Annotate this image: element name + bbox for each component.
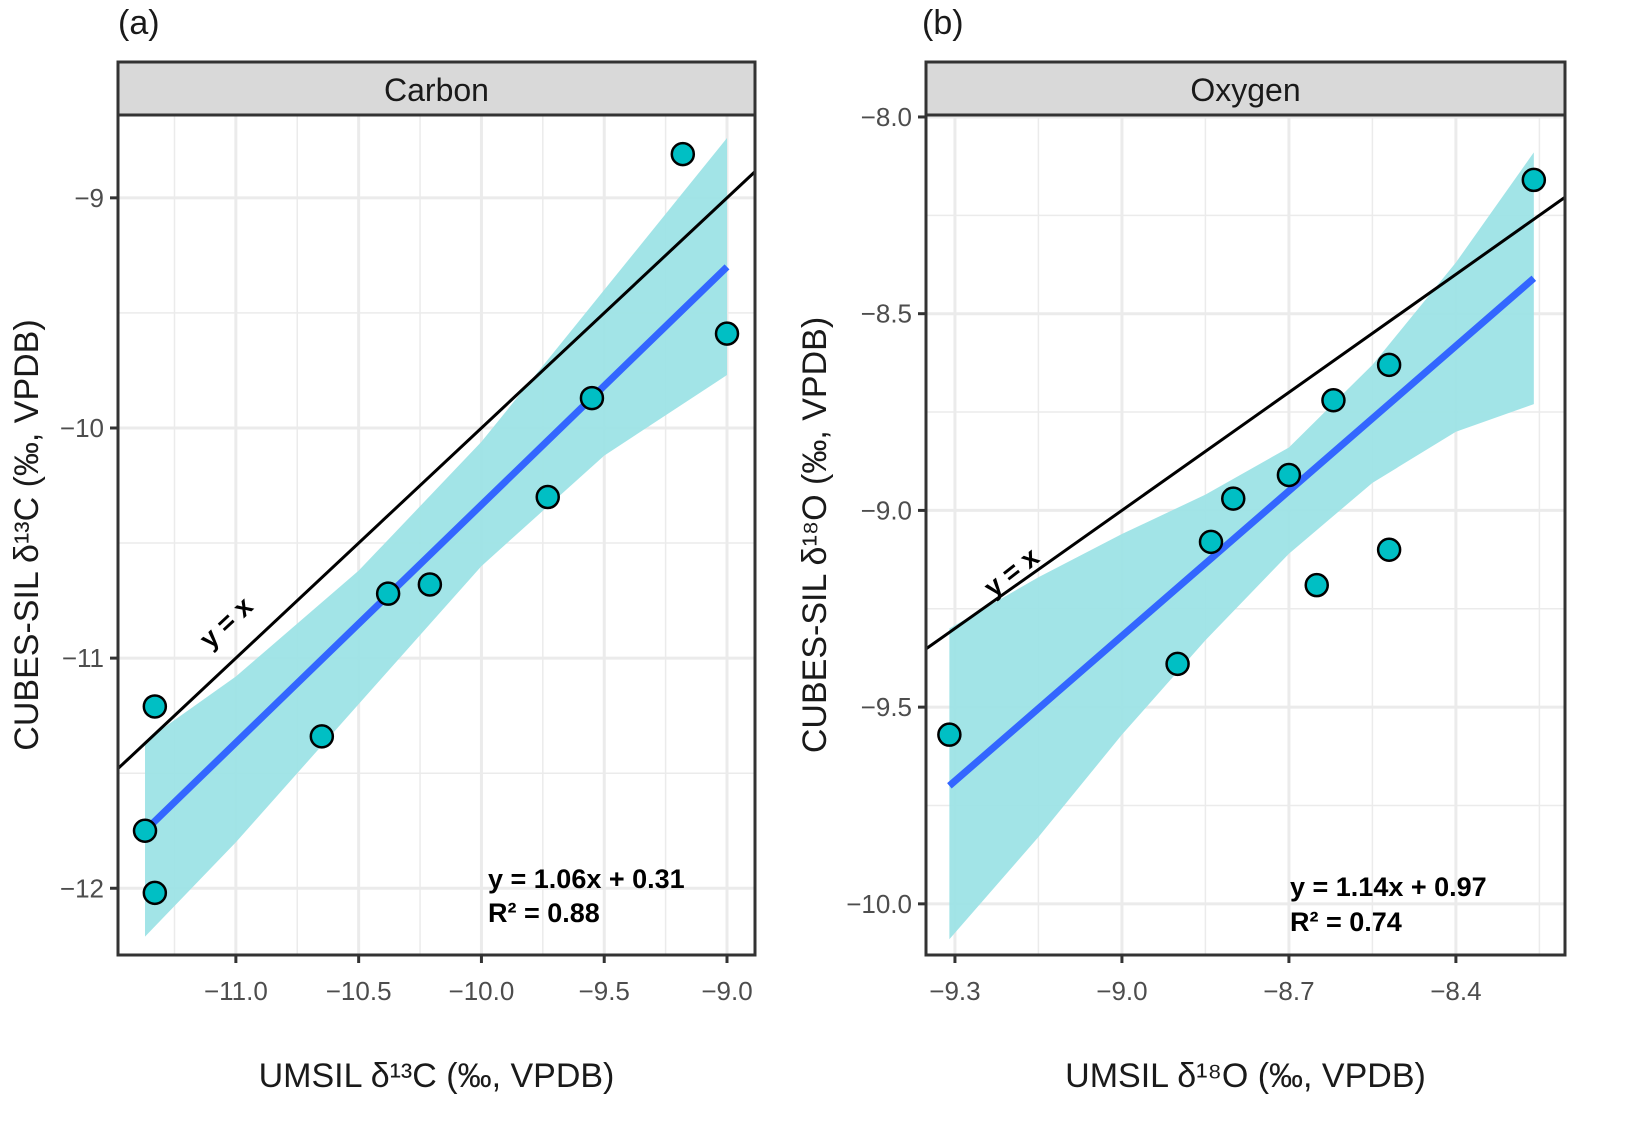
data-point [1198, 529, 1224, 555]
confidence-band-area [949, 152, 1534, 940]
data-points [937, 167, 1547, 747]
confidence-band-area [145, 138, 728, 937]
identity-line [116, 170, 757, 770]
y-tick-label: −8.0 [861, 102, 912, 132]
x-tick-label: −8.7 [1263, 976, 1314, 1006]
y-axis: −12 −11 −10 −9 [60, 183, 118, 903]
data-point [1221, 486, 1246, 511]
x-tick-label: −9.0 [1096, 976, 1147, 1006]
y-axis: −10.0 −9.5 −9.0 −8.5 −8.0 [846, 102, 926, 919]
x-tick-label: −8.4 [1430, 976, 1481, 1006]
y-tick-label: −12 [60, 873, 104, 903]
strip-background [116, 60, 757, 117]
y-tick-label: −9 [74, 183, 104, 213]
x-axis: −11.0 −10.5 −10.0 −9.5 −9.0 [118, 953, 755, 1006]
x-axis: −9.3 −9.0 −8.7 −8.4 [926, 953, 1565, 1006]
y-tick-label: −8.5 [861, 299, 912, 329]
confidence-band [949, 152, 1534, 940]
equation-label: y = 1.14x + 0.97 [1290, 872, 1487, 902]
regression-line [947, 275, 1537, 789]
data-point [714, 321, 740, 346]
x-tick-label: −10.0 [449, 976, 515, 1006]
data-point [1376, 352, 1402, 378]
x-tick-label: −11.0 [204, 976, 268, 1006]
x-axis-title: UMSIL δ¹³C (‰, VPDB) [259, 1057, 615, 1095]
panel-oxygen: (b) Oxygen −9.3 −9.0 −8.7 −8.4 −10.0 −9.5 −9.… [796, 4, 1567, 1095]
r-squared-label: R² = 0.74 [1290, 907, 1402, 937]
r-squared-label: R² = 0.88 [488, 898, 600, 928]
y-tick-label: −11 [62, 643, 104, 673]
data-point [1376, 537, 1402, 563]
y-tick-label: −9.5 [861, 692, 912, 722]
data-point [132, 818, 158, 843]
y-axis-title: CUBES-SIL δ¹⁸O (‰, VPDB) [796, 317, 834, 753]
equation-label: y = 1.06x + 0.31 [488, 864, 685, 894]
identity-line-path [116, 170, 757, 770]
data-point [1165, 651, 1190, 677]
strip-title: Carbon [384, 72, 489, 108]
data-point [937, 722, 962, 747]
data-point [309, 724, 335, 749]
x-axis-title: UMSIL δ¹⁸O (‰, VPDB) [1065, 1057, 1426, 1095]
data-point [670, 141, 696, 167]
x-tick-label: −10.5 [326, 976, 392, 1006]
panel-tag: (b) [922, 4, 964, 42]
y-axis-title: CUBES-SIL δ¹³C (‰, VPDB) [8, 319, 46, 750]
y-tick-label: −9.0 [861, 495, 912, 525]
x-tick-label: −9.3 [929, 976, 980, 1006]
regression-line-path [142, 264, 730, 834]
strip-background [924, 60, 1567, 117]
data-points [132, 141, 740, 906]
x-tick-label: −9.5 [579, 976, 630, 1006]
regression-line [142, 264, 730, 834]
identity-line [925, 196, 1566, 651]
data-point [1521, 167, 1547, 193]
regression-line-path [947, 275, 1537, 789]
data-point [535, 484, 560, 510]
data-point [579, 385, 605, 411]
confidence-band [145, 138, 728, 937]
identity-line-path [925, 196, 1566, 651]
panel-tag: (a) [118, 4, 160, 42]
panel-carbon: (a) Carbon −11.0 −10.5 −10.0 −9.5 −9.0 −12−1… [8, 4, 757, 1095]
data-point [375, 581, 401, 606]
x-tick-label: −9.0 [701, 976, 752, 1006]
data-point [417, 572, 443, 597]
data-point [142, 880, 168, 906]
data-point [1304, 572, 1329, 598]
strip-title: Oxygen [1190, 72, 1300, 108]
data-point [1276, 462, 1302, 488]
data-point [1321, 387, 1346, 413]
data-point [142, 694, 168, 719]
y-tick-label: −10.0 [846, 889, 912, 919]
y-tick-label: −10 [60, 413, 104, 443]
